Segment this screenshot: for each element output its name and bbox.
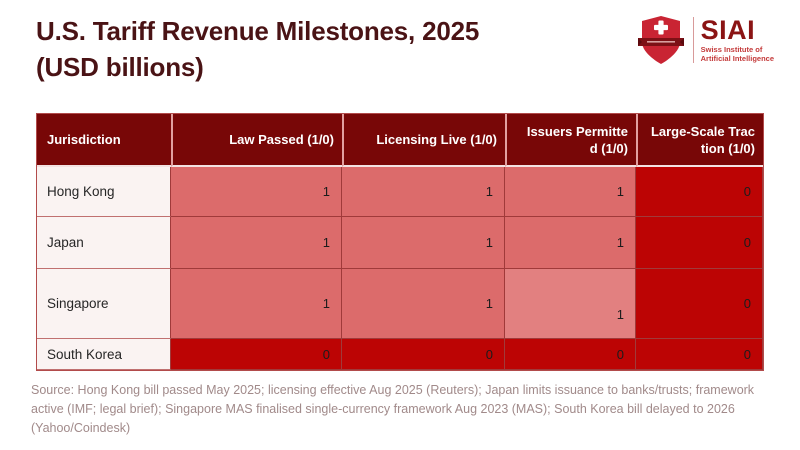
title-line-2: (USD billions)	[36, 52, 204, 82]
page-title: U.S. Tariff Revenue Milestones, 2025 (USD…	[36, 13, 479, 85]
cell-south-korea-licensing-live: 0	[342, 339, 505, 370]
column-header-licensing-live: Licensing Live (1/0)	[342, 114, 505, 167]
cell-japan-licensing-live: 1	[342, 217, 505, 269]
column-header-large-scale-traction: Large-Scale Trac tion (1/0)	[636, 114, 763, 167]
row-label-south-korea: South Korea	[37, 339, 171, 370]
row-label-japan: Japan	[37, 217, 171, 269]
column-header-law-passed: Law Passed (1/0)	[171, 114, 342, 167]
logo-subtitle: Swiss Institute of Artificial Intelligenc…	[700, 45, 774, 63]
column-header-jurisdiction: Jurisdiction	[37, 114, 171, 167]
source-note: Source: Hong Kong bill passed May 2025; …	[31, 383, 755, 435]
cell-south-korea-large-scale-traction: 0	[636, 339, 763, 370]
cell-hong-kong-large-scale-traction: 0	[636, 167, 763, 217]
siai-shield-icon	[637, 16, 684, 64]
cell-hong-kong-law-passed: 1	[171, 167, 342, 217]
cell-hong-kong-licensing-live: 1	[342, 167, 505, 217]
title-line-1: U.S. Tariff Revenue Milestones, 2025	[36, 16, 480, 46]
row-label-singapore: Singapore	[37, 269, 171, 339]
cell-hong-kong-issuers-permitted: 1	[505, 167, 636, 217]
cell-japan-law-passed: 1	[171, 217, 342, 269]
cell-singapore-issuers-permitted: 1	[505, 269, 636, 339]
siai-logo: SIAI Swiss Institute of Artificial Intell…	[637, 14, 774, 66]
logo-divider	[692, 17, 694, 63]
column-header-issuers-permitted: Issuers Permitte d (1/0)	[505, 114, 636, 167]
cell-japan-issuers-permitted: 1	[505, 217, 636, 269]
milestones-table: Jurisdiction Law Passed (1/0) Licensing …	[36, 113, 764, 371]
cell-south-korea-law-passed: 0	[171, 339, 342, 370]
cell-south-korea-issuers-permitted: 0	[505, 339, 636, 370]
cell-japan-large-scale-traction: 0	[636, 217, 763, 269]
row-label-hong-kong: Hong Kong	[37, 167, 171, 217]
cell-singapore-licensing-live: 1	[342, 269, 505, 339]
cell-singapore-law-passed: 1	[171, 269, 342, 339]
cell-singapore-large-scale-traction: 0	[636, 269, 763, 339]
logo-brand: SIAI	[700, 15, 756, 45]
